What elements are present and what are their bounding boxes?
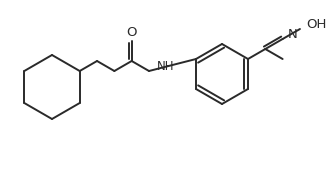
Text: OH: OH	[306, 18, 326, 31]
Text: N: N	[288, 27, 297, 41]
Text: NH: NH	[157, 60, 174, 73]
Text: O: O	[127, 26, 137, 40]
